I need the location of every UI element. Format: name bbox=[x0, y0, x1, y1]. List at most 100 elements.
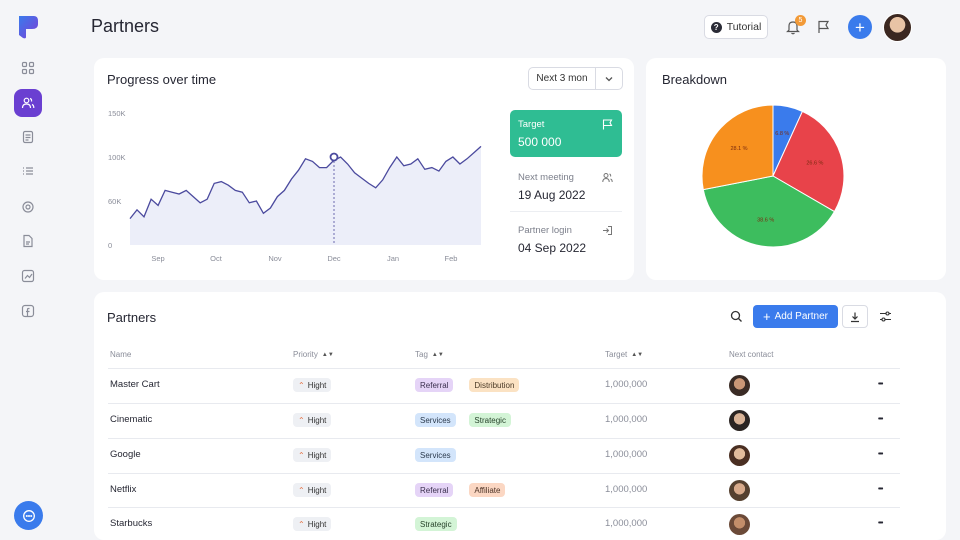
x-tick-label: Dec bbox=[327, 254, 341, 263]
tag-badge: Strategic bbox=[415, 517, 457, 531]
user-avatar[interactable] bbox=[883, 13, 912, 42]
row-divider bbox=[108, 368, 900, 369]
row-divider bbox=[108, 438, 900, 439]
chat-button[interactable] bbox=[14, 501, 43, 530]
contact-avatar[interactable] bbox=[729, 445, 750, 466]
add-partner-button[interactable]: + Add Partner bbox=[753, 305, 838, 328]
priority-badge: ⌃ Hight bbox=[293, 483, 332, 497]
contact-avatar[interactable] bbox=[729, 514, 750, 535]
target-value: 1,000,000 bbox=[605, 518, 648, 529]
priority-badge: ⌃ Hight bbox=[293, 413, 332, 427]
bell-icon[interactable] bbox=[786, 19, 800, 35]
partner-name[interactable]: Netflix bbox=[110, 484, 137, 495]
list-icon bbox=[23, 167, 33, 175]
chat-icon bbox=[22, 509, 35, 522]
nav-files[interactable] bbox=[14, 227, 42, 255]
kpi-value: 500 000 bbox=[518, 135, 562, 149]
row-divider bbox=[108, 473, 900, 474]
flag-icon[interactable] bbox=[817, 20, 830, 34]
row-divider bbox=[108, 403, 900, 404]
y-tick-label: 0 bbox=[108, 241, 112, 250]
column-header-next-contact[interactable]: Next contact bbox=[729, 350, 773, 359]
highlight-point[interactable] bbox=[329, 152, 339, 162]
nav-documents[interactable] bbox=[14, 123, 42, 151]
nav-analytics[interactable] bbox=[14, 262, 42, 290]
nav-tasks[interactable] bbox=[14, 157, 42, 185]
tag-badge: Distribution bbox=[469, 378, 520, 392]
partners-card bbox=[94, 292, 946, 540]
sort-icon: ▲▼ bbox=[321, 351, 334, 358]
chevrons-up-icon: ⌃ bbox=[298, 415, 305, 425]
progress-title: Progress over time bbox=[107, 72, 217, 87]
tutorial-label: Tutorial bbox=[726, 21, 762, 33]
column-label: Tag bbox=[415, 350, 428, 359]
column-header-priority[interactable]: Priority ▲▼ bbox=[293, 350, 334, 359]
contact-avatar[interactable] bbox=[729, 410, 750, 431]
kpi-target: Target 500 000 bbox=[510, 110, 622, 157]
target-icon bbox=[22, 201, 34, 213]
more-options-icon[interactable]: ••• bbox=[878, 486, 883, 493]
download-button[interactable] bbox=[842, 305, 868, 328]
create-button[interactable]: + bbox=[848, 15, 872, 39]
column-label: Name bbox=[110, 350, 132, 359]
target-value: 1,000,000 bbox=[605, 379, 648, 390]
x-tick-label: Oct bbox=[210, 254, 223, 263]
partner-name[interactable]: Master Cart bbox=[110, 379, 160, 390]
sort-icon: ▲▼ bbox=[431, 351, 444, 358]
tutorial-button[interactable]: ? Tutorial bbox=[704, 15, 768, 39]
flag-icon bbox=[602, 119, 613, 130]
partners-title: Partners bbox=[107, 310, 157, 325]
kpi-label: Next meeting bbox=[518, 172, 574, 183]
nav-goals[interactable] bbox=[14, 193, 42, 221]
app-logo[interactable] bbox=[16, 14, 40, 40]
more-options-icon[interactable]: ••• bbox=[878, 416, 883, 423]
more-options-icon[interactable]: ••• bbox=[878, 381, 883, 388]
download-icon bbox=[851, 312, 859, 322]
plus-icon: + bbox=[855, 17, 865, 37]
contact-avatar[interactable] bbox=[729, 480, 750, 501]
x-tick-label: Nov bbox=[268, 254, 282, 263]
tag-badge: Referral bbox=[415, 378, 454, 392]
chevrons-up-icon: ⌃ bbox=[298, 485, 305, 495]
tag-badge: Strategic bbox=[469, 413, 511, 427]
help-icon: ? bbox=[710, 21, 722, 33]
target-value: 1,000,000 bbox=[605, 484, 648, 495]
nav-dashboard[interactable] bbox=[14, 54, 42, 82]
row-divider bbox=[108, 507, 900, 508]
priority-label: Hight bbox=[307, 450, 327, 460]
pie-slice[interactable] bbox=[702, 175, 836, 248]
users-icon bbox=[21, 97, 35, 109]
tag-badge: Services bbox=[415, 413, 456, 427]
more-options-icon[interactable]: ••• bbox=[878, 520, 883, 527]
nav-partners[interactable] bbox=[14, 89, 42, 117]
filter-button[interactable] bbox=[875, 306, 895, 326]
x-tick-label: Jan bbox=[387, 254, 399, 263]
pie-slice-label: 38.6 % bbox=[757, 217, 774, 223]
nav-social[interactable] bbox=[14, 297, 42, 325]
partner-name[interactable]: Google bbox=[110, 449, 141, 460]
sidebar bbox=[0, 0, 56, 540]
kpi-divider bbox=[510, 211, 622, 212]
grid-icon bbox=[21, 61, 35, 75]
pie-slice[interactable] bbox=[772, 110, 845, 213]
facebook-icon bbox=[21, 304, 35, 318]
chevrons-up-icon: ⌃ bbox=[298, 519, 305, 529]
period-label: Next 3 mon bbox=[529, 68, 596, 89]
partner-name[interactable]: Cinematic bbox=[110, 414, 153, 425]
kpi-next-meeting: Next meeting 19 Aug 2022 bbox=[510, 163, 622, 210]
contact-avatar[interactable] bbox=[729, 375, 750, 396]
notification-badge: 5 bbox=[795, 15, 806, 26]
priority-label: Hight bbox=[307, 380, 327, 390]
pie-slice[interactable] bbox=[701, 104, 774, 191]
search-button[interactable] bbox=[726, 306, 746, 326]
tag-badge: Affiliate bbox=[469, 483, 506, 497]
partner-name[interactable]: Starbucks bbox=[110, 518, 153, 529]
column-header-name[interactable]: Name bbox=[110, 350, 131, 359]
column-header-tag[interactable]: Tag ▲▼ bbox=[415, 350, 444, 359]
more-options-icon[interactable]: ••• bbox=[878, 451, 883, 458]
chevrons-up-icon: ⌃ bbox=[298, 380, 305, 390]
period-select[interactable]: Next 3 mon bbox=[528, 67, 623, 90]
pie-slice-label: 6.8 % bbox=[775, 131, 789, 137]
column-header-target[interactable]: Target ▲▼ bbox=[605, 350, 643, 359]
file-icon bbox=[23, 234, 33, 248]
